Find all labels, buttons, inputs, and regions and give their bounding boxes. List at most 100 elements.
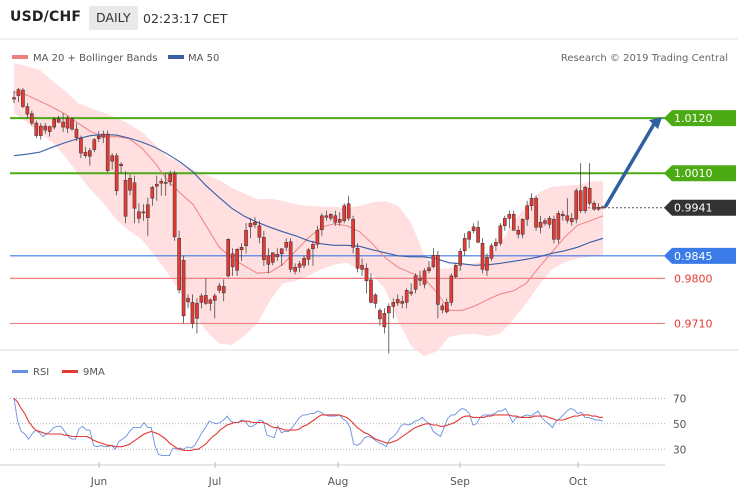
legend-ma20-bb: MA 20 + Bollinger Bands [33,53,157,64]
candle-body [525,205,529,220]
candle-body [101,133,106,138]
candle-body [270,252,275,263]
rsi-tick-label: 30 [673,444,686,456]
candle-body [239,247,244,251]
candle-body [181,260,186,317]
candle-body [146,204,150,218]
candle-body [65,117,70,129]
x-axis-label: Oct [569,476,587,488]
candle-body [556,213,561,240]
candle-body [485,257,489,271]
candle-body [324,215,329,218]
candle-body [462,238,467,252]
level-tag-current [664,199,736,216]
candle-body [342,205,347,221]
level-tag-pivot [664,247,736,264]
chart-svg: MA 20 + Bollinger Bands MA 50 Research ©… [0,38,738,488]
candle-body [476,227,480,243]
candle-body [70,118,74,130]
level-label-support: 0.9800 [674,272,713,285]
candle-body [489,245,494,259]
candle-body [569,218,574,223]
x-axis-label: Aug [328,476,349,488]
candle-body [391,302,396,307]
legend-rsi-ma: 9MA [83,367,105,378]
candle-body [279,248,284,255]
candle-body [507,214,512,219]
candle-body [288,241,293,270]
candle-body [16,89,21,96]
timeframe-selector[interactable]: DAILY [89,6,138,30]
x-axis: Jun Jul Aug Sep Oct [90,462,587,488]
candle-body [25,106,30,115]
candle-body [79,137,83,154]
candle-body [47,126,52,132]
level-tag-resistance [664,110,736,127]
candle-body [449,275,454,303]
candle-body [378,310,382,320]
x-axis-label: Jun [90,476,107,488]
candle-body [498,225,503,244]
candle-body [552,219,556,240]
candle-body [320,215,324,231]
candle-body [159,180,164,184]
forecast-arrow-shaft [604,122,656,208]
candle-body [284,242,289,248]
bollinger-band [14,63,603,356]
candle-body [445,302,449,313]
level-label-pivot: 0.9845 [674,250,713,263]
candle-body [195,303,199,319]
candle-body [520,219,525,235]
legend-ma50: MA 50 [188,53,219,64]
candle-body [529,197,534,206]
chart-area: MA 20 + Bollinger Bands MA 50 Research ©… [0,36,738,496]
candle-body [315,230,320,245]
candle-body [511,214,516,231]
candle-body [253,222,257,226]
candle-body [221,286,226,294]
candle-body [364,268,369,282]
ma50-line [13,134,604,266]
candle-body [114,155,119,192]
candle-body [257,225,262,238]
candle-body [248,223,253,228]
candle-body [578,190,583,211]
candle-body [565,215,570,221]
candle-body [217,285,222,291]
candle-body [587,187,592,204]
candle-body [43,125,48,131]
candle-body [21,89,25,107]
candle-body [119,163,123,166]
candle-body [503,218,507,227]
price-panel: 1.0120 1.0010 0.9941 0.9845 0.9800 0.9710 [10,63,736,356]
candle-body [52,118,56,128]
candle-body [458,251,463,266]
timestamp: 02:23:17 CET [143,11,228,26]
candle-body [547,218,552,225]
candle-body [275,254,280,258]
candle-body [150,186,155,199]
level-tag-resistance [664,165,736,182]
candle-body [172,172,177,238]
level-label-support: 0.9710 [674,317,713,330]
candle-body [96,135,101,139]
candle-body [306,249,311,260]
candle-body [538,222,543,228]
candle-body [373,294,378,304]
candle-body [128,177,132,191]
candle-body [543,220,547,224]
candle-body [436,255,440,305]
candle-body [74,128,79,138]
candle-body [453,265,458,278]
candle-body [333,215,338,223]
candle-body [83,151,88,156]
legend-swatch-rsi-ma [62,370,78,373]
level-label-current: 0.9941 [674,202,713,215]
candle-body [293,267,297,272]
candle-body [329,214,333,219]
candle-body [199,295,204,303]
candle-body [418,278,422,281]
candle-body [177,238,181,291]
candle-body [337,219,342,223]
candle-body [360,265,364,270]
